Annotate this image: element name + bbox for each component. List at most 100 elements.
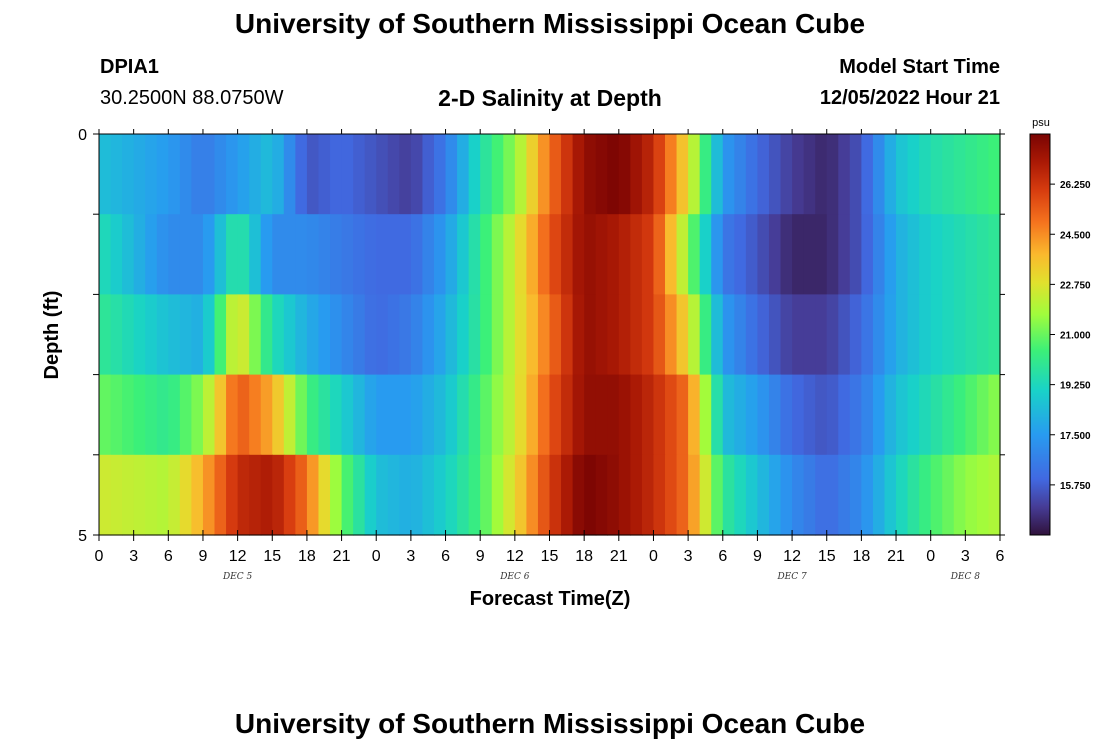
heatmap-cell (792, 454, 805, 536)
heatmap-cell (953, 134, 966, 215)
heatmap-cell (491, 374, 504, 456)
heatmap-cell (803, 374, 816, 456)
heatmap-cell (641, 214, 655, 295)
heatmap-cell (353, 454, 366, 536)
heatmap-cell (618, 294, 631, 376)
x-axis-label: Forecast Time(Z) (470, 588, 631, 610)
heatmap-cell (572, 214, 585, 295)
heatmap-cell (422, 374, 435, 456)
heatmap-cell (942, 214, 955, 295)
heatmap-cell (491, 214, 504, 295)
heatmap-cell (942, 454, 955, 536)
colorbar-tick-label: 19.250 (1060, 381, 1091, 392)
x-tick-label: 21 (610, 548, 628, 565)
heatmap-cell (353, 214, 366, 295)
heatmap-cell (480, 294, 493, 376)
heatmap-cell (410, 454, 424, 536)
heatmap-cell (757, 374, 770, 456)
heatmap-cell (422, 454, 435, 536)
heatmap-cell (722, 134, 735, 215)
heatmap-cell (653, 374, 666, 456)
heatmap-cell (191, 294, 204, 376)
heatmap-cell (595, 214, 608, 295)
heatmap-cell (237, 454, 250, 536)
heatmap-cell (838, 214, 851, 295)
heatmap-cell (792, 134, 805, 215)
model-start-label: Model Start Time (839, 56, 1000, 78)
heatmap-cell (584, 454, 597, 536)
heatmap-cell (572, 294, 585, 376)
heatmap-cell (953, 294, 966, 376)
x-tick-label: 15 (818, 548, 836, 565)
heatmap-cell (884, 454, 897, 536)
heatmap-cell (861, 374, 874, 456)
heatmap-cell (688, 214, 701, 295)
heatmap-cell (364, 214, 377, 295)
heatmap-cell (815, 454, 828, 536)
heatmap-cell (306, 374, 320, 456)
heatmap-cell (445, 214, 458, 295)
heatmap-cell (318, 294, 331, 376)
x-tick-label: 0 (372, 548, 381, 565)
heatmap-cell (988, 374, 1001, 456)
heatmap-cell (757, 134, 770, 215)
heatmap-cell (376, 134, 389, 215)
heatmap-cell (179, 134, 193, 215)
heatmap-cell (468, 294, 481, 376)
heatmap-cell (976, 214, 990, 295)
x-tick-label: 6 (164, 548, 173, 565)
heatmap-cell (133, 214, 146, 295)
heatmap-cell (99, 294, 112, 376)
heatmap-cell (930, 214, 943, 295)
heatmap-cell (179, 374, 193, 456)
heatmap-cell (122, 214, 135, 295)
heatmap-cell (283, 214, 296, 295)
heatmap-cell (122, 374, 135, 456)
heatmap-cell (295, 134, 308, 215)
heatmap-cell (387, 374, 400, 456)
heatmap-cell (665, 454, 678, 536)
heatmap-cell (584, 374, 597, 456)
heatmap-cell (872, 374, 886, 456)
heatmap-cell (133, 374, 146, 456)
heatmap-cell (757, 294, 770, 376)
heatmap-cell (214, 374, 227, 456)
heatmap-cell (364, 294, 377, 376)
heatmap-cell (745, 454, 759, 536)
heatmap-cell (872, 134, 886, 215)
heatmap-cell (780, 454, 793, 536)
heatmap-cell (965, 214, 978, 295)
heatmap-cell (896, 374, 909, 456)
heatmap-cell (780, 214, 793, 295)
heatmap-cell (133, 294, 146, 376)
heatmap-cell (179, 454, 193, 536)
heatmap-cell (919, 454, 932, 536)
x-tick-label: 18 (298, 548, 316, 565)
heatmap-cell (768, 214, 782, 295)
heatmap-cell (780, 134, 793, 215)
heatmap-cell (526, 214, 539, 295)
heatmap-cell (861, 134, 874, 215)
heatmap-cell (249, 374, 262, 456)
heatmap-cell (976, 294, 990, 376)
heatmap-cell (156, 454, 169, 536)
heatmap-cell (249, 294, 262, 376)
heatmap-cell (722, 374, 735, 456)
heatmap-cell (641, 454, 655, 536)
x-tick-label: 21 (887, 548, 905, 565)
heatmap-cell (226, 454, 239, 536)
heatmap-cell (237, 294, 250, 376)
heatmap-cell (514, 294, 527, 376)
heatmap-cell (283, 374, 296, 456)
model-start-time: 12/05/2022 Hour 21 (819, 87, 1000, 109)
heatmap-cell (976, 134, 990, 215)
heatmap-cell (468, 134, 481, 215)
colorbar-tick-label: 22.750 (1060, 280, 1091, 291)
heatmap-cell (214, 454, 227, 536)
x-tick-label: 3 (129, 548, 138, 565)
chart-subtitle: 2-D Salinity at Depth (438, 85, 662, 111)
x-tick-label: 18 (575, 548, 593, 565)
heatmap-cell (630, 134, 643, 215)
heatmap-cell (526, 134, 539, 215)
heatmap-cell (168, 214, 181, 295)
